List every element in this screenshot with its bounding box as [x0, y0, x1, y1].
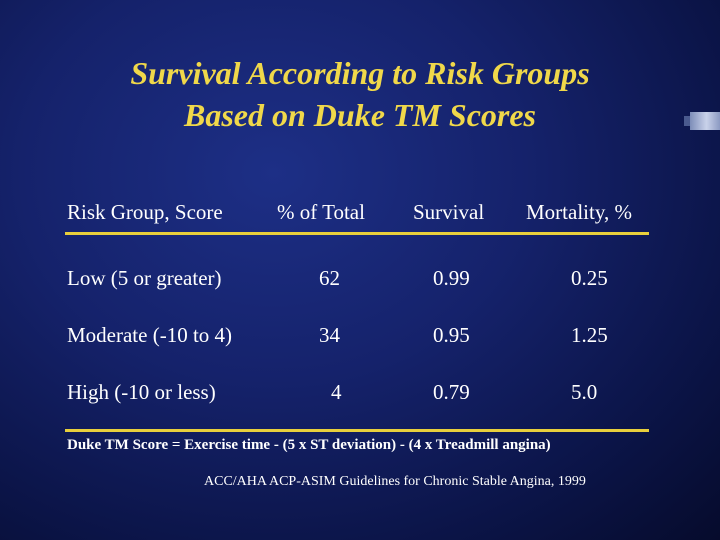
row-high-survival: 0.79: [433, 380, 470, 404]
footer-divider: [65, 429, 649, 432]
header-mortality: Mortality, %: [526, 200, 632, 224]
row-moderate-percent: 34: [319, 323, 340, 347]
decorative-bar-icon: [684, 112, 720, 130]
row-high-group: High (-10 or less): [67, 380, 216, 404]
title-line-2: Based on Duke TM Scores: [183, 97, 536, 133]
row-low-mortality: 0.25: [571, 266, 608, 290]
source-citation: ACC/AHA ACP-ASIM Guidelines for Chronic …: [204, 474, 586, 489]
title-line-1: Survival According to Risk Groups: [130, 55, 590, 91]
header-divider: [65, 232, 649, 235]
row-high-percent: 4: [331, 380, 342, 404]
row-low-group: Low (5 or greater): [67, 266, 222, 290]
header-risk-group: Risk Group, Score: [67, 200, 223, 224]
row-moderate-group: Moderate (-10 to 4): [67, 323, 233, 347]
header-percent-total: % of Total: [277, 200, 365, 224]
row-low-percent: 62: [319, 266, 340, 290]
duke-score-formula: Duke TM Score = Exercise time - (5 x ST …: [67, 437, 551, 453]
slide-title: Survival According to Risk Groups Based …: [0, 52, 720, 136]
row-low-survival: 0.99: [433, 266, 470, 290]
row-high-mortality: 5.0: [571, 380, 598, 404]
header-survival: Survival: [413, 200, 485, 224]
row-moderate-survival: 0.95: [433, 323, 470, 347]
row-moderate-mortality: 1.25: [571, 323, 608, 347]
